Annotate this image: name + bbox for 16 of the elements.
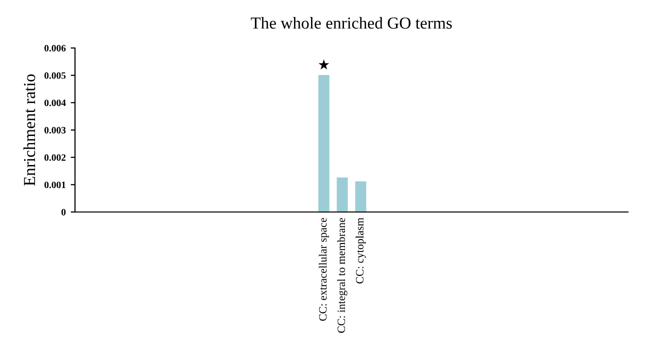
bar (355, 181, 366, 212)
y-tick-label: 0.005 (44, 72, 66, 79)
y-tick-label: 0.001 (44, 182, 66, 188)
y-tick-label: 0.002 (44, 154, 66, 161)
y-tick-label: 0.003 (44, 126, 66, 134)
y-tick-label: 0 (61, 208, 66, 216)
chart-title: The whole enriched GO terms (250, 16, 452, 29)
y-tick-label: 0.006 (44, 44, 66, 52)
x-tick-label: CC: cytoplasm (356, 218, 366, 284)
y-tick-label: 0.004 (44, 100, 66, 106)
bar (336, 178, 348, 212)
x-tick-label: CC: integral to membrane (337, 218, 348, 333)
annotation: ★ (318, 59, 330, 70)
x-tick-label: CC: extracellular space (318, 218, 329, 321)
bar (318, 75, 330, 212)
y-axis-title: Enrichment ratio (23, 74, 36, 186)
